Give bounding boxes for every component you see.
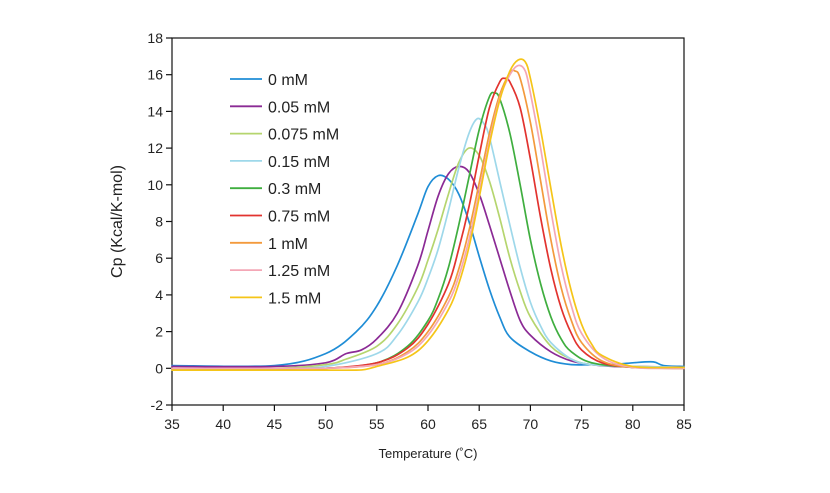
x-tick-label: 75 bbox=[574, 416, 590, 432]
y-tick-label: 8 bbox=[155, 214, 163, 230]
y-tick-label: 6 bbox=[155, 250, 163, 266]
plot-frame bbox=[171, 37, 685, 406]
plot-area bbox=[171, 37, 685, 406]
y-tick-label: 16 bbox=[147, 67, 163, 83]
legend-label: 1.25 mM bbox=[268, 263, 330, 280]
x-tick-label: 80 bbox=[625, 416, 641, 432]
series-line-6 bbox=[171, 69, 685, 370]
x-tick-label: 40 bbox=[215, 416, 231, 432]
legend-label: 1.5 mM bbox=[268, 290, 321, 307]
y-axis: -2 0 2 4 6 8 10 12 14 16 18 bbox=[147, 30, 172, 413]
legend-label: 0.05 mM bbox=[268, 99, 330, 116]
series-lines bbox=[171, 58, 685, 372]
legend-label: 0.3 mM bbox=[268, 181, 321, 198]
x-axis: 35 40 45 50 55 60 65 70 75 80 85 bbox=[164, 405, 692, 432]
series-line-5 bbox=[171, 77, 685, 370]
y-tick-label: 2 bbox=[155, 324, 163, 340]
y-axis-title: Cp (Kcal/K-mol) bbox=[109, 165, 126, 278]
series-line-3 bbox=[171, 117, 685, 370]
y-tick-label: 18 bbox=[147, 30, 163, 46]
x-tick-label: 35 bbox=[164, 416, 180, 432]
legend-label: 0.15 mM bbox=[268, 154, 330, 171]
legend: 0 mM 0.05 mM 0.075 mM 0.15 mM 0.3 mM 0.75 mM 1… bbox=[230, 72, 339, 307]
legend-label: 1 mM bbox=[268, 236, 308, 253]
x-axis-title: Temperature (˚C) bbox=[379, 446, 478, 461]
y-tick-label: 0 bbox=[155, 360, 163, 376]
legend-label: 0 mM bbox=[268, 72, 308, 89]
y-tick-label: 10 bbox=[147, 177, 163, 193]
legend-label: 0.075 mM bbox=[268, 127, 339, 144]
series-line-1 bbox=[171, 165, 685, 369]
series-line-2 bbox=[171, 146, 685, 370]
x-tick-label: 55 bbox=[369, 416, 385, 432]
y-tick-label: 14 bbox=[147, 103, 163, 119]
x-tick-label: 45 bbox=[267, 416, 283, 432]
x-tick-label: 85 bbox=[676, 416, 692, 432]
y-tick-label: -2 bbox=[151, 397, 164, 413]
y-tick-label: 4 bbox=[155, 287, 163, 303]
series-line-8 bbox=[171, 58, 685, 372]
x-tick-label: 60 bbox=[420, 416, 436, 432]
x-tick-label: 65 bbox=[471, 416, 487, 432]
x-tick-label: 50 bbox=[318, 416, 334, 432]
legend-label: 0.75 mM bbox=[268, 209, 330, 226]
x-tick-label: 70 bbox=[523, 416, 539, 432]
y-tick-label: 12 bbox=[147, 140, 163, 156]
